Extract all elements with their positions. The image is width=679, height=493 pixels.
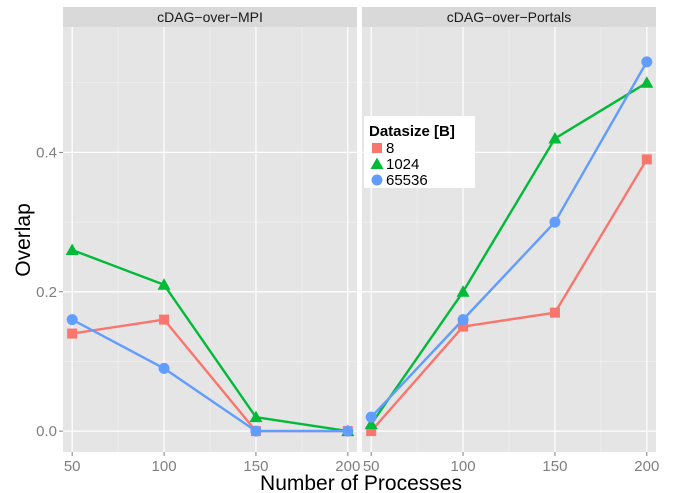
x-tick-label: 50 xyxy=(64,458,81,475)
x-tick-label: 100 xyxy=(152,458,177,475)
y-tick-label: 0.0 xyxy=(36,423,57,440)
y-axis-title: Overlap xyxy=(12,203,35,277)
y-tick-label: 0.2 xyxy=(36,284,57,301)
x-axis-title: Number of Processes xyxy=(260,472,462,493)
data-point xyxy=(67,314,78,325)
legend-label: 1024 xyxy=(386,156,419,173)
data-point xyxy=(250,426,261,437)
data-point xyxy=(550,308,560,318)
legend-label: 65536 xyxy=(386,172,428,189)
data-point xyxy=(342,426,353,437)
panel-title: cDAG−over−Portals xyxy=(447,9,572,25)
data-point xyxy=(159,315,169,325)
data-point xyxy=(458,314,469,325)
legend-key xyxy=(372,175,383,186)
data-point xyxy=(366,412,377,423)
panel-title: cDAG−over−MPI xyxy=(157,9,263,25)
data-point xyxy=(67,329,77,339)
y-tick-label: 0.4 xyxy=(36,144,57,161)
data-point xyxy=(642,154,652,164)
legend-title: Datasize [B] xyxy=(369,123,455,140)
x-tick-label: 150 xyxy=(542,458,567,475)
data-point xyxy=(159,363,170,374)
x-tick-label: 200 xyxy=(634,458,659,475)
legend-label: 8 xyxy=(386,140,394,157)
data-point xyxy=(549,217,560,228)
data-point xyxy=(641,56,652,67)
legend-key xyxy=(372,143,382,153)
